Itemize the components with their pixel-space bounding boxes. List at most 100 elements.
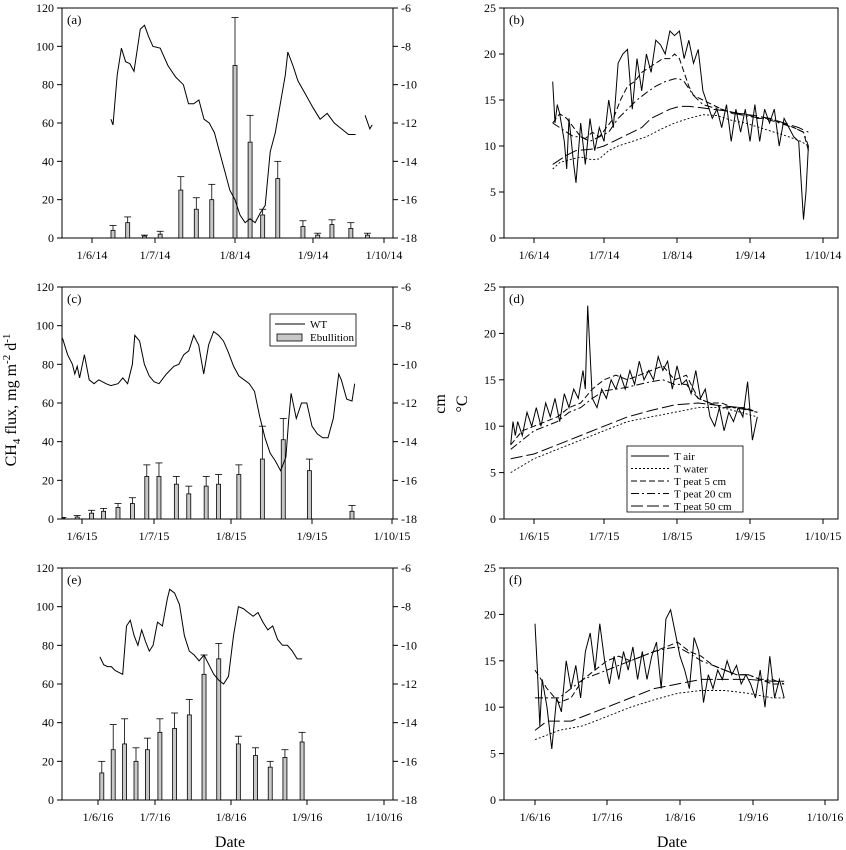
ytick-right-label: -12 [401,116,417,130]
plot-area [62,330,356,519]
xtick-label: 1/6/14 [77,248,108,262]
ytick-label: 10 [484,700,496,714]
ytick-right-label: -18 [401,512,417,526]
legend-label: T peat 50 cm [674,501,732,513]
ebullition-bar [110,229,116,238]
xtick-label: 1/10/15 [374,529,411,543]
ytick-label: 20 [484,47,496,61]
series-t-air [510,305,758,445]
ebullition-bar [115,506,121,519]
ytick-label: 20 [42,193,54,207]
ytick-right-label: -14 [401,716,417,730]
ytick-right-label: -14 [401,154,417,168]
xtick-label: 1/7/16 [140,810,171,824]
xtick-label: 1/9/15 [297,529,328,543]
wt-line [364,115,373,130]
ylabel-wt-cm: cm [432,394,449,414]
ytick-label: 120 [36,561,54,575]
plot-frame [503,286,839,520]
ytick-label: 15 [484,373,496,387]
ebullition-bar [157,731,163,800]
ebullition-bar [110,749,116,800]
plot-area [552,29,809,220]
ytick-label: 20 [42,754,54,768]
xlabel-right: Date [657,834,687,850]
ytick-label: 20 [484,607,496,621]
series-t-peat-20-cm [510,379,758,450]
xtick-label: 1/10/14 [366,248,403,262]
ebullition-bar [186,714,192,800]
wt-line [110,24,356,224]
legend-label: T water [674,464,708,476]
ytick-label: 25 [484,1,496,15]
ebullition-bar [201,673,207,800]
xtick-label: 1/8/15 [662,529,693,543]
plots: 020406080100120-18-16-14-12-10-8-61/6/14… [36,1,843,824]
xtick-label: 1/10/16 [366,810,403,824]
ebullition-bar [306,470,312,519]
xtick-label: 1/8/16 [665,810,696,824]
legend-label: T air [674,451,695,463]
xtick-label: 1/9/15 [735,529,766,543]
series-t-peat-20-cm [552,78,809,147]
xtick-label: 1/6/16 [83,810,114,824]
ytick-right-label: -6 [401,280,411,294]
ebullition-bar [300,226,306,238]
ytick-label: 0 [48,793,54,807]
xtick-label: 1/7/16 [592,810,623,824]
legend-ebullition-label: Ebullition [310,332,355,344]
ytick-right-label: -6 [401,1,411,15]
ytick-label: 120 [36,280,54,294]
panel-label: (b) [509,12,524,27]
xtick-label: 1/8/16 [216,810,247,824]
ytick-label: 0 [490,512,496,526]
ebullition-bar [329,224,335,238]
ytick-label: 5 [490,185,496,199]
ytick-label: 40 [42,154,54,168]
panel-label: (e) [67,572,81,587]
xtick-label: 1/9/14 [298,248,329,262]
ytick-label: 15 [484,93,496,107]
xtick-label: 1/8/15 [216,529,247,543]
series-t-water [510,407,758,473]
ebullition-bar [275,178,281,238]
legend-label: T peat 5 cm [674,476,726,488]
ytick-right-label: -12 [401,677,417,691]
series-t-peat-20-cm [535,646,785,699]
ytick-label: 60 [42,396,54,410]
ebullition-bar [216,483,221,519]
xtick-label: 1/9/16 [738,810,769,824]
plot-area [510,305,758,473]
ebullition-bar [89,512,94,519]
ebullition-bar [259,458,265,519]
ylabel-ch4-flux: CH4 flux, mg m-2 d-1 [1,334,23,467]
ytick-right-label: -8 [401,319,411,333]
series-t-peat-50-cm [510,402,758,460]
ebullition-bar [133,760,139,800]
legend-label: T peat 20 cm [674,489,732,501]
ytick-label: 0 [490,793,496,807]
panel-label: (a) [67,12,81,27]
ebullition-bar [142,235,147,238]
ytick-label: 20 [484,326,496,340]
ebullition-bar [157,233,163,238]
ytick-label: 40 [42,716,54,730]
ytick-right-label: -14 [401,435,417,449]
ebullition-bar [260,214,266,238]
wt-line [62,330,356,472]
ebullition-bar [365,234,370,238]
ylabel-temperature: °C [454,395,471,412]
ebullition-bar [99,772,105,800]
plot-frame [503,567,839,801]
xtick-label: 1/6/14 [519,248,550,262]
xtick-label: 1/6/15 [67,529,98,543]
xtick-label: 1/9/14 [735,248,766,262]
panel-b: 0 5 10 15 20 25 1/6/14 1/7/14 1/8/14 1/9/14 1/10/1… [484,1,841,262]
ytick-label: 100 [36,600,54,614]
ebullition-bar [280,439,286,519]
xtick-label: 1/7/15 [589,529,620,543]
ytick-label: 0 [48,512,54,526]
xtick-label: 1/7/14 [140,248,171,262]
